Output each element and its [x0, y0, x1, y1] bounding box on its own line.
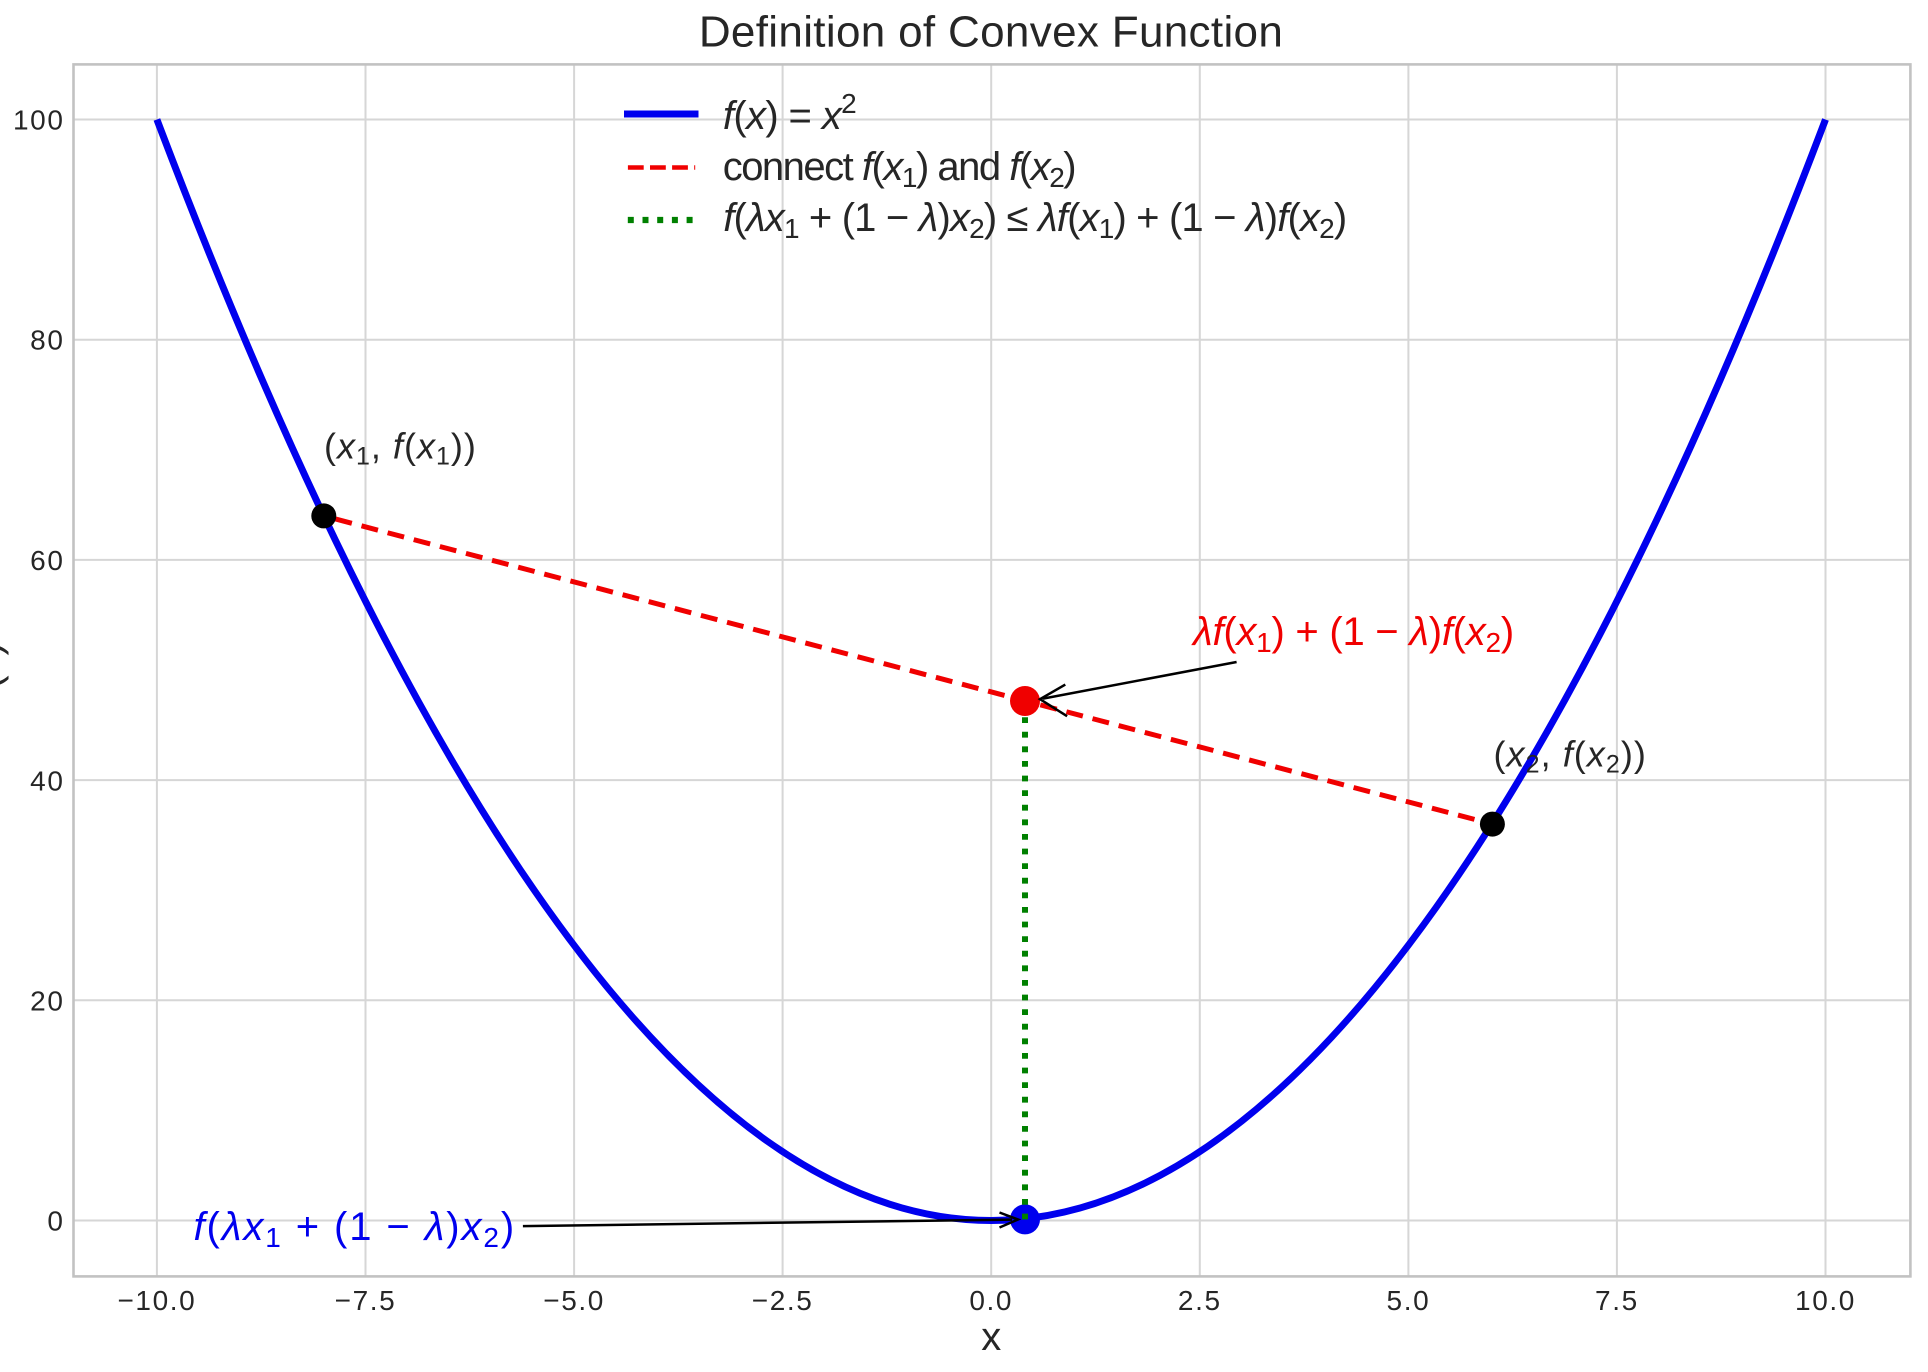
- svg-text:f(x) = x2: f(x) = x2: [723, 88, 856, 138]
- svg-text:λf(x1) + (1 − λ)f(x2): λf(x1) + (1 − λ)f(x2): [1191, 610, 1514, 658]
- svg-text:Definition of Convex Function: Definition of Convex Function: [699, 8, 1283, 57]
- svg-text:f(x): f(x): [0, 642, 9, 700]
- svg-text:60: 60: [30, 545, 64, 576]
- svg-text:connect f(x1) and f(x2): connect f(x1) and f(x2): [723, 145, 1075, 193]
- svg-text:7.5: 7.5: [1595, 1285, 1639, 1316]
- svg-text:2.5: 2.5: [1178, 1285, 1222, 1316]
- svg-text:0: 0: [47, 1206, 64, 1237]
- svg-text:5.0: 5.0: [1387, 1285, 1431, 1316]
- svg-text:(x1, f(x1)): (x1, f(x1)): [324, 426, 477, 471]
- svg-text:−10.0: −10.0: [117, 1285, 196, 1316]
- svg-text:80: 80: [30, 325, 64, 356]
- svg-text:40: 40: [30, 765, 64, 796]
- svg-text:0.0: 0.0: [969, 1285, 1013, 1316]
- svg-text:x: x: [981, 1315, 1001, 1359]
- svg-text:−7.5: −7.5: [335, 1285, 397, 1316]
- svg-text:10.0: 10.0: [1795, 1285, 1856, 1316]
- svg-text:100: 100: [13, 105, 65, 136]
- svg-text:f(λx1 + (1 − λ)x2) ≤ λf(x1) +: f(λx1 + (1 − λ)x2) ≤ λf(x1) + (1 − λ)f(x…: [723, 196, 1346, 244]
- svg-text:f(λx1 + (1 − λ)x2): f(λx1 + (1 − λ)x2): [194, 1205, 517, 1253]
- svg-text:(x2, f(x2)): (x2, f(x2)): [1494, 734, 1647, 779]
- svg-text:−2.5: −2.5: [752, 1285, 814, 1316]
- svg-text:−5.0: −5.0: [543, 1285, 605, 1316]
- svg-text:20: 20: [30, 986, 64, 1017]
